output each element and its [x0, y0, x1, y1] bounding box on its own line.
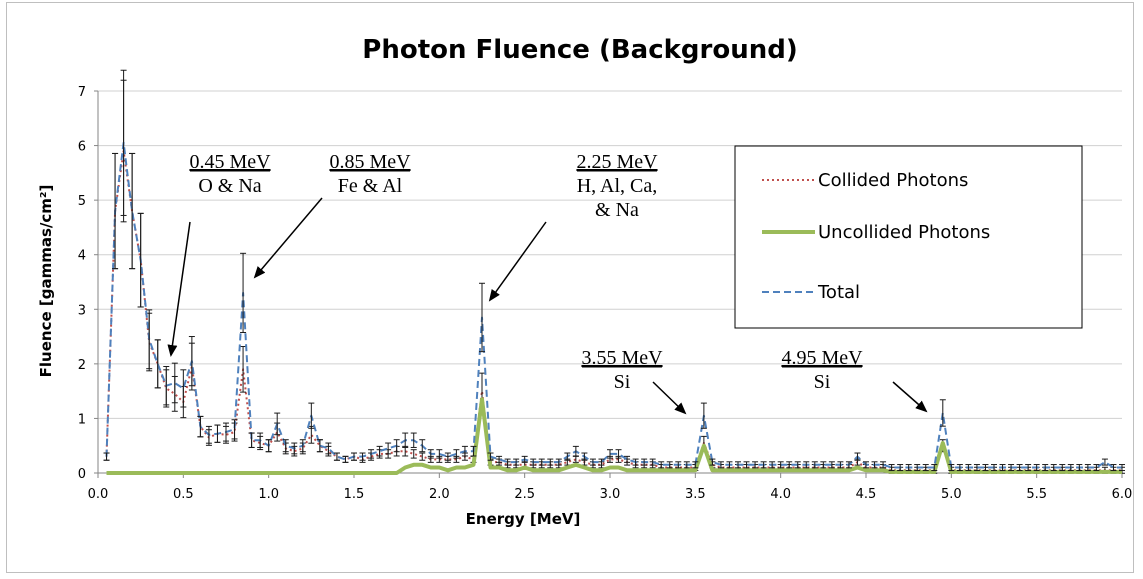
x-axis-label: Energy [MeV] [466, 510, 581, 528]
legend-label: Collided Photons [818, 170, 968, 191]
y-tick-label: 5 [78, 194, 86, 209]
chart-title: Photon Fluence (Background) [362, 35, 797, 65]
series-line [105, 141, 1122, 469]
x-tick-label: 0.0 [88, 487, 109, 502]
series-total [103, 69, 1125, 472]
x-tick-label: 2.0 [429, 487, 450, 502]
x-tick-label: 4.5 [856, 487, 877, 502]
y-tick-label: 7 [78, 85, 86, 100]
y-tick-label: 1 [78, 412, 86, 427]
legend: Collided Photons Uncollided Photons Total [734, 145, 1083, 329]
y-tick-label: 4 [78, 249, 86, 264]
x-tick-label: 6.0 [1112, 487, 1133, 502]
annotation-elements: Fe & Al [338, 175, 403, 197]
x-tick-label: 2.5 [514, 487, 535, 502]
annotation-elements: & Na [595, 199, 639, 221]
x-tick-label: 3.0 [600, 487, 621, 502]
x-tick-label: 0.5 [173, 487, 194, 502]
x-tick-label: 1.5 [344, 487, 365, 502]
series-layer [103, 69, 1125, 475]
annotation-arrow [652, 381, 687, 415]
annotation-arrow [892, 381, 928, 413]
annotation-arrow [167, 221, 191, 357]
x-tick-label: 4.0 [770, 487, 791, 502]
annotation-elements: H, Al, Ca, [577, 175, 658, 197]
series-uncollided-photons [106, 397, 1122, 475]
legend-label: Uncollided Photons [818, 222, 990, 243]
y-tick-label: 3 [78, 303, 86, 318]
x-tick-label: 5.0 [941, 487, 962, 502]
annotation-energy: 2.25 MeV [576, 151, 658, 173]
y-tick-label: 6 [78, 140, 86, 155]
y-tick-label: 2 [78, 358, 86, 373]
y-tick-labels: 0 1 2 3 4 5 6 7 [78, 85, 86, 482]
x-tick-label: 1.0 [258, 487, 279, 502]
y-tick-label: 0 [78, 467, 86, 482]
annotation-elements: O & Na [198, 175, 261, 197]
annotation-energy: 0.45 MeV [189, 151, 271, 173]
annotation-energy: 3.55 MeV [581, 347, 663, 369]
annotation-arrow [488, 221, 547, 302]
legend-label: Total [817, 282, 860, 303]
x-tick-label: 3.5 [685, 487, 706, 502]
annotation-arrow [253, 197, 323, 279]
annotation-energy: 4.95 MeV [781, 347, 863, 369]
x-tick-labels: 0.0 0.5 1.0 1.5 2.0 2.5 3.0 3.5 4.0 4.5 5.0 5.5 6.0 [88, 487, 1133, 502]
annotation-elements: Si [814, 371, 831, 393]
annotation-elements: Si [614, 371, 631, 393]
y-axis-label: Fluence [gammas/cm²] [37, 185, 55, 378]
x-tick-label: 5.5 [1026, 487, 1047, 502]
legend-box [734, 145, 1083, 329]
annotation-energy: 0.85 MeV [329, 151, 411, 173]
series-line [106, 397, 1122, 475]
